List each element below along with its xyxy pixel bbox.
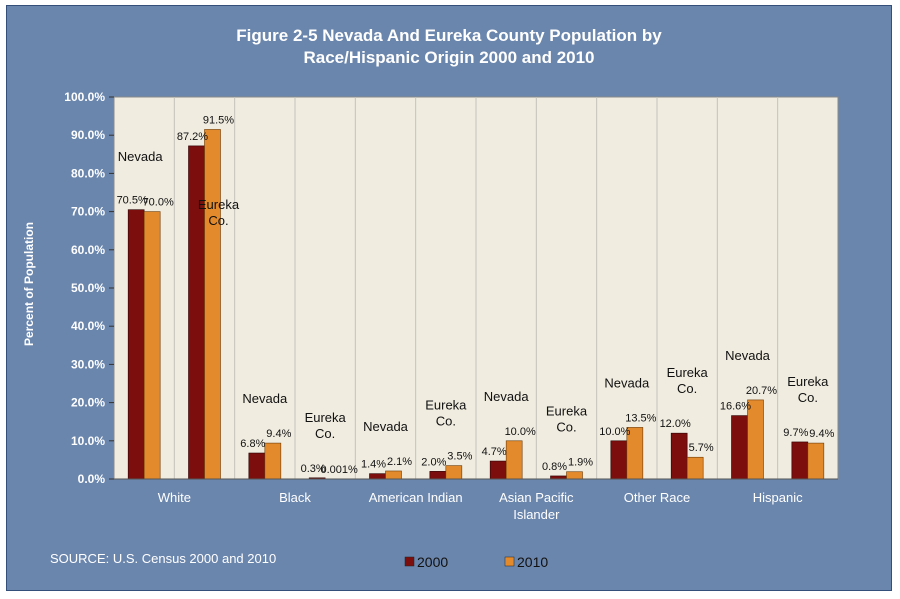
bar-2010 bbox=[445, 465, 463, 480]
y-tick-label: 30.0% bbox=[71, 357, 105, 371]
value-label-2000: 70.5% bbox=[117, 195, 148, 207]
bar-2010 bbox=[686, 456, 704, 480]
area-label-eureka: Eureka bbox=[546, 404, 588, 419]
value-label-2010: 70.0% bbox=[143, 197, 174, 209]
legend-label-2000: 2000 bbox=[417, 554, 448, 570]
category-label: Asian Pacific bbox=[499, 490, 574, 505]
source-note: SOURCE: U.S. Census 2000 and 2010 bbox=[50, 551, 277, 566]
y-axis-title: Percent of Population bbox=[22, 222, 36, 346]
legend-swatch-2010 bbox=[504, 556, 515, 567]
bar-2000 bbox=[731, 415, 748, 480]
bar-2010 bbox=[505, 440, 523, 480]
legend-swatch-2000 bbox=[404, 556, 415, 567]
category-label: White bbox=[158, 490, 191, 505]
y-tick-label: 60.0% bbox=[71, 243, 105, 257]
value-label-2010: 2.1% bbox=[387, 456, 412, 468]
value-label-2000: 87.2% bbox=[177, 131, 208, 143]
bar-2010 bbox=[204, 129, 221, 480]
area-label-nevada: Nevada bbox=[363, 419, 409, 434]
category-label: Hispanic bbox=[753, 490, 803, 505]
value-label-2010: 20.7% bbox=[746, 385, 777, 397]
value-label-2010: 91.5% bbox=[203, 114, 234, 126]
value-label-2010: 9.4% bbox=[809, 428, 834, 440]
y-tick-label: 0.0% bbox=[78, 472, 106, 486]
area-label-eureka: Eureka bbox=[425, 398, 467, 413]
bar-2010 bbox=[807, 442, 825, 480]
y-tick-label: 90.0% bbox=[71, 128, 105, 142]
y-tick-label: 80.0% bbox=[71, 166, 105, 180]
value-label-2010: 10.0% bbox=[505, 426, 536, 438]
area-label-eureka: Co. bbox=[436, 414, 456, 429]
bar-2000 bbox=[670, 432, 688, 480]
area-label-eureka: Eureka bbox=[667, 365, 709, 380]
bar-2010 bbox=[566, 471, 583, 480]
area-label-nevada: Nevada bbox=[118, 149, 164, 164]
bar-2000 bbox=[188, 145, 205, 480]
bar-2010 bbox=[264, 442, 282, 480]
area-label-eureka: Co. bbox=[677, 381, 697, 396]
title-line-1: Figure 2-5 Nevada And Eureka County Popu… bbox=[236, 26, 662, 45]
area-label-nevada: Nevada bbox=[484, 389, 530, 404]
value-label-2010: 13.5% bbox=[625, 412, 656, 424]
value-label-2000: 4.7% bbox=[482, 446, 507, 458]
y-tick-label: 10.0% bbox=[71, 434, 105, 448]
value-label-2000: 10.0% bbox=[599, 426, 630, 438]
bar-2000 bbox=[127, 209, 145, 480]
value-label-2010: 5.7% bbox=[689, 442, 714, 454]
value-label-2000: 2.0% bbox=[421, 456, 446, 468]
category-label: Black bbox=[279, 490, 311, 505]
value-label-2010: 3.5% bbox=[447, 451, 472, 463]
bar-2000 bbox=[248, 452, 266, 480]
y-tick-label: 20.0% bbox=[71, 396, 105, 410]
category-label: Islander bbox=[513, 507, 560, 522]
bar-2000 bbox=[610, 440, 628, 480]
value-label-2000: 12.0% bbox=[660, 418, 691, 430]
bar-2000 bbox=[791, 441, 809, 480]
category-label: Other Race bbox=[624, 490, 690, 505]
value-label-2000: 1.4% bbox=[361, 459, 386, 471]
area-label-nevada: Nevada bbox=[725, 348, 771, 363]
area-label-eureka: Co. bbox=[315, 426, 335, 441]
y-tick-label: 50.0% bbox=[71, 281, 105, 295]
bar-2010 bbox=[385, 470, 402, 480]
area-label-nevada: Nevada bbox=[604, 375, 650, 390]
value-label-2000: 0.8% bbox=[542, 461, 567, 473]
value-label-2010: 0.001% bbox=[321, 464, 359, 476]
area-label-eureka: Eureka bbox=[198, 197, 240, 212]
bar-2000 bbox=[369, 473, 386, 480]
bar-2010 bbox=[143, 211, 161, 480]
area-label-nevada: Nevada bbox=[242, 391, 288, 406]
value-label-2000: 6.8% bbox=[240, 438, 265, 450]
area-label-eureka: Co. bbox=[556, 420, 576, 435]
value-label-2000: 16.6% bbox=[720, 401, 751, 413]
value-label-2000: 9.7% bbox=[783, 427, 808, 439]
value-label-2000: 0.3% bbox=[301, 463, 326, 475]
y-tick-label: 100.0% bbox=[64, 90, 105, 104]
y-tick-label: 40.0% bbox=[71, 319, 105, 333]
area-label-eureka: Co. bbox=[208, 213, 228, 228]
chart-title: Figure 2-5 Nevada And Eureka County Popu… bbox=[6, 25, 892, 69]
value-label-2010: 1.9% bbox=[568, 457, 593, 469]
value-label-2010: 9.4% bbox=[266, 428, 291, 440]
area-label-eureka: Eureka bbox=[305, 410, 347, 425]
y-tick-label: 70.0% bbox=[71, 205, 105, 219]
area-label-eureka: Eureka bbox=[787, 374, 829, 389]
bar-2000 bbox=[489, 460, 507, 480]
area-label-eureka: Co. bbox=[798, 390, 818, 405]
bar-2000 bbox=[429, 471, 447, 480]
category-label: American Indian bbox=[369, 490, 463, 505]
title-line-2: Race/Hispanic Origin 2000 and 2010 bbox=[303, 48, 595, 67]
legend-label-2010: 2010 bbox=[517, 554, 548, 570]
